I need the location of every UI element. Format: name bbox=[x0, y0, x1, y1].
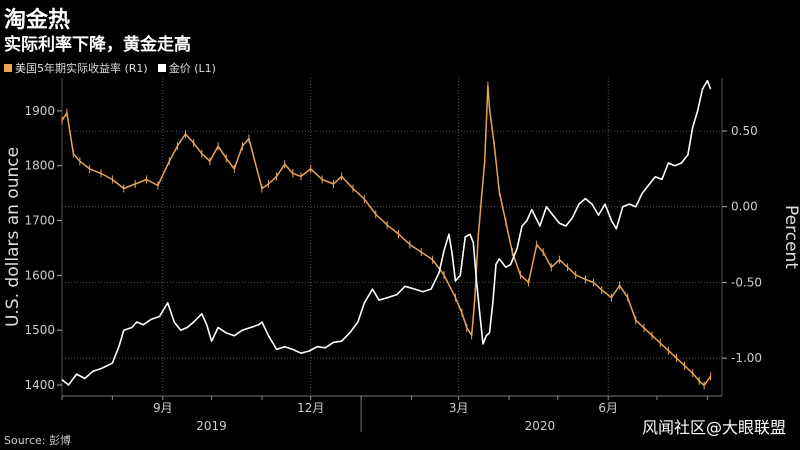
chart-subtitle: 实际利率下降，黄金走高 bbox=[4, 35, 191, 55]
right-tick-label: -1.00 bbox=[731, 351, 762, 365]
legend-label: 金价 (L1) bbox=[168, 62, 216, 75]
legend-swatch-white bbox=[157, 64, 166, 72]
watermark: 风闻社区@大眼联盟 bbox=[641, 418, 786, 437]
right-tick-label: 0.00 bbox=[731, 200, 758, 214]
legend: 美国5年期实际收益率 (R1) 金价 (L1) bbox=[4, 60, 216, 76]
left-tick-label: 1600 bbox=[24, 268, 55, 282]
left-axis-title: U.S. dollars an ounce bbox=[3, 147, 23, 327]
legend-item-real-yield: 美国5年期实际收益率 (R1) bbox=[4, 60, 148, 76]
left-tick-label: 1500 bbox=[24, 323, 55, 337]
series-line-gold-price bbox=[61, 79, 712, 386]
x-tick-label: 3月 bbox=[449, 401, 469, 415]
right-tick-label: 0.50 bbox=[731, 124, 758, 138]
left-tick-label: 1700 bbox=[24, 214, 55, 228]
x-tick-label: 6月 bbox=[598, 401, 618, 415]
year-label: 2019 bbox=[196, 419, 227, 433]
x-tick-label: 12月 bbox=[297, 401, 324, 415]
legend-swatch-orange bbox=[4, 64, 12, 72]
left-tick-label: 1900 bbox=[24, 104, 55, 118]
left-tick-label: 1800 bbox=[24, 159, 55, 173]
legend-item-gold-price: 金价 (L1) bbox=[157, 60, 216, 76]
chart-title: 淘金热 bbox=[4, 8, 71, 33]
right-axis-title: Percent bbox=[781, 205, 800, 269]
series-line-real-yield bbox=[61, 84, 712, 387]
legend-label: 美国5年期实际收益率 (R1) bbox=[15, 62, 148, 75]
x-tick-label: 9月 bbox=[153, 401, 173, 415]
source-note: Source: 彭博 bbox=[4, 434, 71, 447]
year-label: 2020 bbox=[525, 419, 556, 433]
left-tick-label: 1400 bbox=[24, 378, 55, 392]
right-tick-label: -0.50 bbox=[731, 275, 762, 289]
